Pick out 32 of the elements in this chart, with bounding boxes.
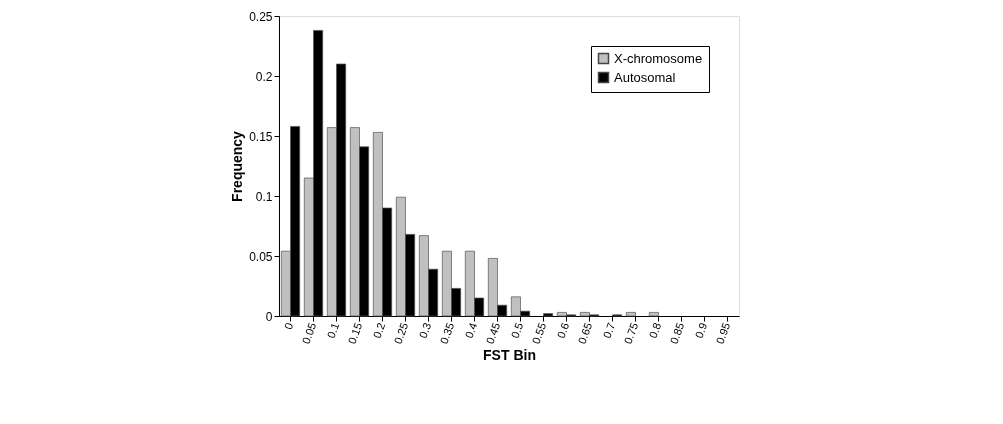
legend-label: Autosomal [614,69,676,85]
x-tick-label: 0.85 [667,321,687,346]
x-tick-label: 0.9 [692,321,710,340]
y-tick-label: 0.2 [255,69,273,84]
x-tick-label: 0 [281,321,296,331]
x-tick-label: 0.45 [483,321,503,346]
x-tick-label: 0.55 [529,321,549,346]
x-tick-label: 0.3 [416,321,434,340]
bar [648,312,659,317]
bar [625,312,636,317]
y-tick-label: 0.05 [249,249,273,264]
y-tick-label: 0 [265,309,273,324]
x-tick-label: 0.75 [621,321,641,346]
x-tick-label: 0.25 [391,321,411,346]
x-tick-label: 0.7 [600,321,618,340]
x-tick-label: 0.2 [370,321,388,340]
x-tick-label: 0.65 [575,321,595,346]
x-tick-label: 0.1 [324,321,342,340]
x-tick-label: 0.4 [462,321,480,340]
x-tick-label: 0.95 [713,321,733,346]
x-tick-label: 0.8 [646,321,664,340]
x-tick-label: 0.05 [299,321,319,346]
x-tick-label: 0.6 [554,321,572,340]
x-axis-title: FST Bin [483,347,536,364]
y-tick-label: 0.1 [255,189,273,204]
x-tick-label: 0.15 [345,321,365,346]
y-tick-label: 0.25 [249,9,273,24]
x-tick-label: 0.35 [437,321,457,346]
y-axis-title: Frequency [229,130,246,202]
legend-label: X-chromosome [614,50,703,66]
y-tick-label: 0.15 [249,129,273,144]
x-tick-label: 0.5 [508,321,526,340]
